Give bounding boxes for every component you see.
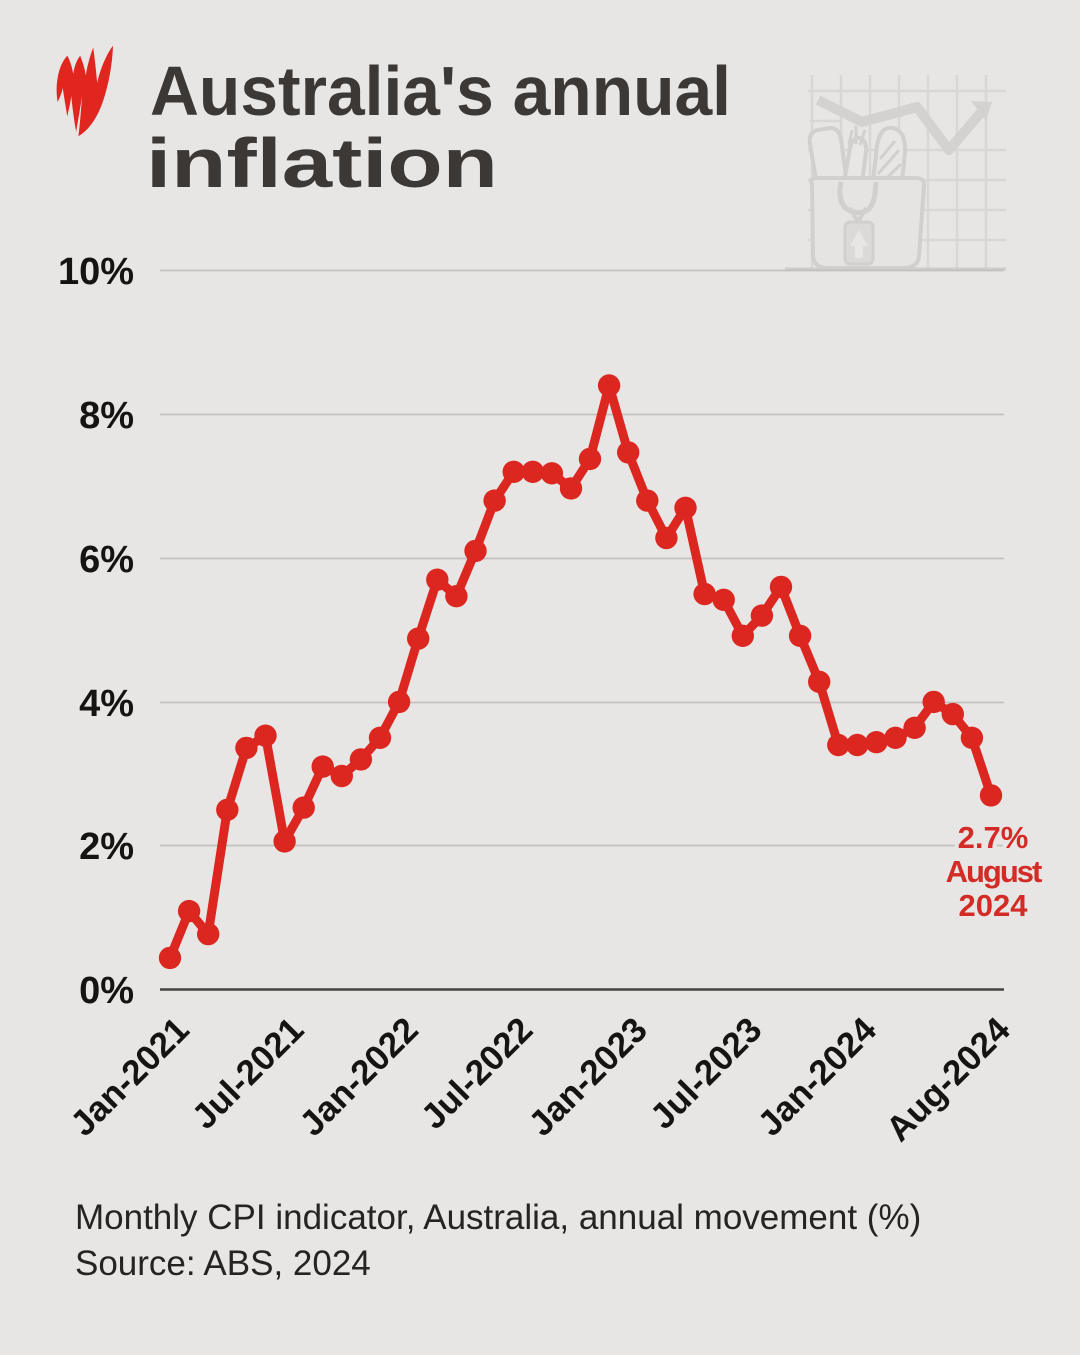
svg-text:0%: 0%: [79, 970, 134, 1012]
svg-text:Monthly CPI indicator, Austral: Monthly CPI indicator, Australia, annual…: [75, 1198, 921, 1237]
svg-text:6%: 6%: [79, 539, 134, 581]
svg-text:10%: 10%: [58, 251, 134, 293]
svg-text:Australia's annual: Australia's annual: [150, 52, 731, 130]
svg-text:4%: 4%: [79, 683, 134, 725]
svg-text:2.7%: 2.7%: [958, 820, 1029, 855]
svg-text:2024: 2024: [959, 888, 1029, 923]
svg-text:2%: 2%: [79, 826, 134, 868]
svg-text:Source: ABS, 2024: Source: ABS, 2024: [75, 1244, 371, 1283]
svg-text:inflation: inflation: [146, 124, 498, 202]
svg-text:August: August: [946, 854, 1042, 889]
svg-text:8%: 8%: [79, 395, 134, 437]
